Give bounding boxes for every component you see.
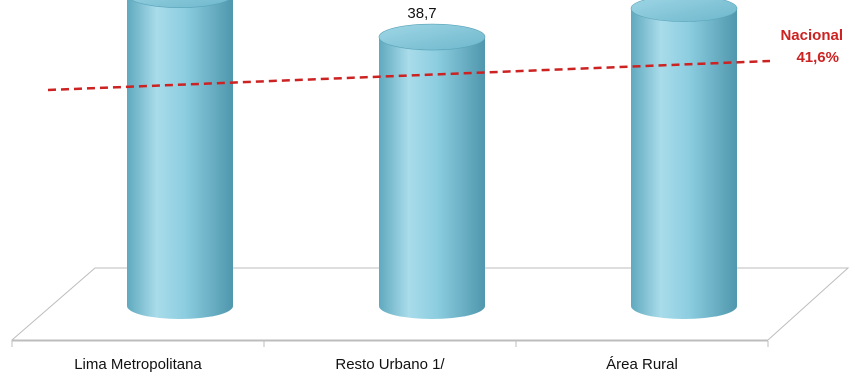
bar-body [379, 37, 485, 319]
category-label: Resto Urbano 1/ [335, 356, 445, 373]
national-label: Nacional [780, 27, 843, 44]
bar-body [631, 8, 737, 319]
category-label: Lima Metropolitana [74, 356, 202, 373]
national-reference-line [47, 59, 771, 92]
bar-cylinder: 42,8 [630, 0, 738, 319]
category-labels-group: Lima Metropolitana Resto Urbano 1/Área Ru… [74, 356, 678, 373]
national-value-label: 41,6% [796, 49, 839, 66]
bar-top [378, 23, 486, 51]
bar-value-label: 38,7 [407, 5, 436, 22]
bar-cylinder: 38,7 [378, 5, 486, 319]
bar-body [127, 0, 233, 319]
bar-cylinder: 44,8 [127, 0, 233, 319]
bar-top [131, 0, 229, 8]
bars-group: 44,8 38,7 42,8 [127, 0, 738, 319]
bar-top [630, 0, 738, 22]
category-label: Área Rural [606, 356, 678, 373]
